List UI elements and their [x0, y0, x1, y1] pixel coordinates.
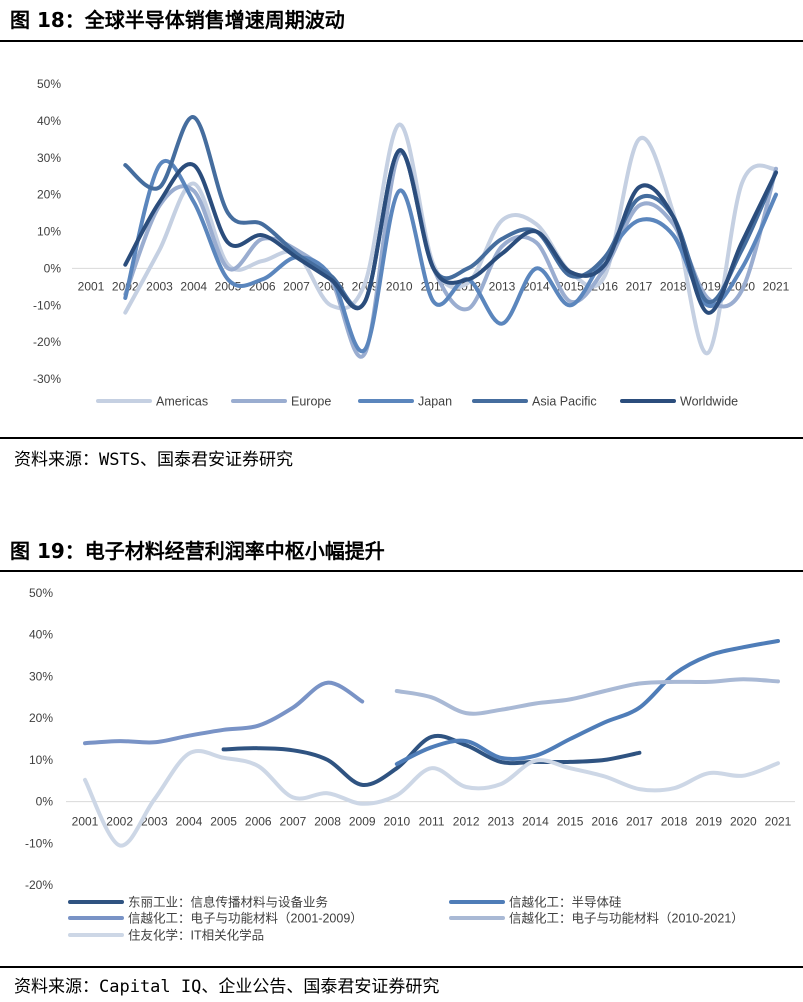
- legend-label: Asia Pacific: [532, 395, 597, 409]
- x-tick-label: 2011: [419, 815, 445, 829]
- legend-label: Europe: [291, 395, 331, 409]
- legend-label: Worldwide: [680, 395, 738, 409]
- x-tick-label: 2010: [386, 279, 413, 293]
- x-tick-label: 2013: [487, 815, 514, 829]
- x-tick-label: 2002: [112, 279, 139, 293]
- legend-label: 住友化学：IT相关化学品: [128, 928, 264, 943]
- series-line-5: [83, 749, 780, 848]
- series-line-segment: [123, 148, 778, 315]
- legend-label: 信越化工：电子与功能材料（2001-2009）: [128, 912, 363, 926]
- series-line-3: [123, 159, 778, 354]
- y-tick-label: -20%: [33, 335, 61, 349]
- y-tick-label: 30%: [37, 151, 61, 165]
- series-line-segment: [123, 159, 778, 354]
- x-tick-label: 2020: [730, 815, 757, 829]
- x-tick-label: 2014: [523, 279, 550, 293]
- series-line-segment: [83, 680, 365, 746]
- x-tick-label: 2017: [626, 279, 653, 293]
- series-line-segment: [221, 733, 642, 787]
- y-tick-label: -20%: [25, 878, 53, 892]
- x-tick-label: 2015: [557, 279, 584, 293]
- series-line-1: [221, 733, 642, 787]
- legend-label: 信越化工：电子与功能材料（2010-2021）: [509, 912, 744, 926]
- y-tick-label: 10%: [29, 753, 53, 767]
- y-tick-label: 0%: [44, 261, 62, 275]
- x-tick-label: 2019: [695, 815, 722, 829]
- x-tick-label: 2003: [141, 815, 168, 829]
- x-tick-label: 2012: [453, 815, 480, 829]
- x-tick-label: 2010: [383, 815, 410, 829]
- y-tick-label: 20%: [37, 188, 61, 202]
- x-tick-label: 2014: [522, 815, 549, 829]
- y-tick-label: 0%: [36, 795, 54, 809]
- x-tick-label: 2003: [146, 279, 173, 293]
- x-tick-label: 2007: [280, 815, 307, 829]
- series-line-segment: [83, 749, 780, 848]
- figure-19-top-rule: [0, 570, 803, 572]
- y-tick-label: -10%: [25, 836, 53, 850]
- series-line-2: [394, 639, 780, 766]
- x-tick-label: 2001: [72, 815, 99, 829]
- chart-electronic-materials-margin: -20% -10% 0% 10% 20% 30% 40% 50% 2001 2002 2003 200…: [25, 586, 795, 943]
- figure-18-title: 图 18：全球半导体销售增速周期波动: [10, 8, 345, 32]
- legend-label: 信越化工：半导体硅: [509, 896, 622, 910]
- legend-label: Japan: [418, 395, 452, 409]
- series-line-3: [83, 680, 365, 746]
- y-tick-label: 50%: [29, 586, 53, 600]
- legend-label: 东丽工业：信息传播材料与设备业务: [128, 895, 328, 910]
- series-line-4: [394, 677, 780, 716]
- x-tick-label: 2004: [180, 279, 207, 293]
- series-line-5: [123, 148, 778, 315]
- y-tick-label: 50%: [37, 77, 61, 91]
- x-tick-label: 2001: [78, 279, 105, 293]
- x-tick-label: 2018: [660, 279, 687, 293]
- x-tick-label: 2015: [557, 815, 584, 829]
- x-tick-label: 2002: [106, 815, 133, 829]
- chart-semiconductor-sales-growth: -30% -20% -10% 0% 10% 20% 30% 40% 50% 2001 2002 200…: [33, 77, 792, 409]
- y-tick-label: 40%: [29, 628, 53, 642]
- y-tick-label: 30%: [29, 669, 53, 683]
- figure-18-source: 资料来源：WSTS、国泰君安证券研究: [14, 450, 293, 470]
- figure-19-title: 图 19：电子材料经营利润率中枢小幅提升: [10, 539, 385, 563]
- figure-19-bottom-rule: [0, 966, 803, 968]
- x-tick-label: 2013: [489, 279, 516, 293]
- y-tick-label: 20%: [29, 711, 53, 725]
- x-tick-label: 2006: [245, 815, 272, 829]
- x-tick-label: 2016: [591, 815, 618, 829]
- legend-label: Americas: [156, 395, 208, 409]
- series-line-segment: [123, 122, 778, 356]
- x-tick-label: 2004: [176, 815, 203, 829]
- x-tick-label: 2009: [349, 815, 376, 829]
- x-tick-label: 2017: [626, 815, 653, 829]
- figure-19-source: 资料来源：Capital IQ、企业公告、国泰君安证券研究: [14, 977, 440, 997]
- series-line-1: [123, 122, 778, 356]
- x-tick-label: 2008: [314, 815, 341, 829]
- x-tick-label: 2021: [765, 815, 792, 829]
- x-tick-label: 2007: [283, 279, 310, 293]
- y-tick-label: 40%: [37, 114, 61, 128]
- y-tick-label: -10%: [33, 298, 61, 312]
- x-tick-label: 2018: [661, 815, 688, 829]
- figure-18-bottom-rule: [0, 437, 803, 439]
- x-tick-label: 2005: [210, 815, 237, 829]
- x-tick-label: 2021: [763, 279, 790, 293]
- series-line-segment: [394, 639, 780, 766]
- y-tick-label: 10%: [37, 225, 61, 239]
- figure-18-top-rule: [0, 40, 803, 42]
- y-tick-label: -30%: [33, 372, 61, 386]
- series-line-segment: [394, 677, 780, 716]
